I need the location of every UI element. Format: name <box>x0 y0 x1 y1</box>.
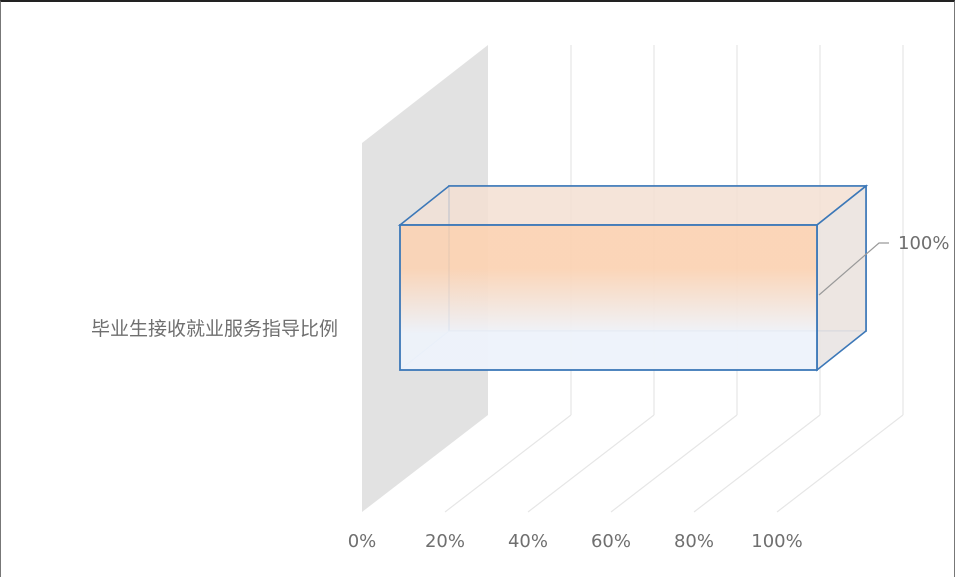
gridline-floor <box>527 414 655 513</box>
gridline-floor <box>693 414 821 513</box>
x-tick-label: 80% <box>674 531 714 552</box>
gridline-floor <box>776 414 904 513</box>
bar-front-face <box>399 224 818 371</box>
gridline-floor <box>610 414 738 513</box>
x-tick-label: 0% <box>348 531 377 552</box>
bar-series <box>397 184 869 372</box>
x-tick-label: 40% <box>508 531 548 552</box>
data-label: 100% <box>898 233 949 254</box>
category-label: 毕业生接收就业服务指导比例 <box>91 318 338 340</box>
bar-top-face <box>397 185 869 226</box>
gridline-floor <box>444 414 572 513</box>
x-tick-label: 60% <box>591 531 631 552</box>
x-axis-ticks: 0% 20% 40% 60% 80% 100% <box>348 531 803 552</box>
x-tick-label: 20% <box>425 531 465 552</box>
x-tick-label: 100% <box>751 531 802 552</box>
data-label-leader <box>818 242 889 296</box>
